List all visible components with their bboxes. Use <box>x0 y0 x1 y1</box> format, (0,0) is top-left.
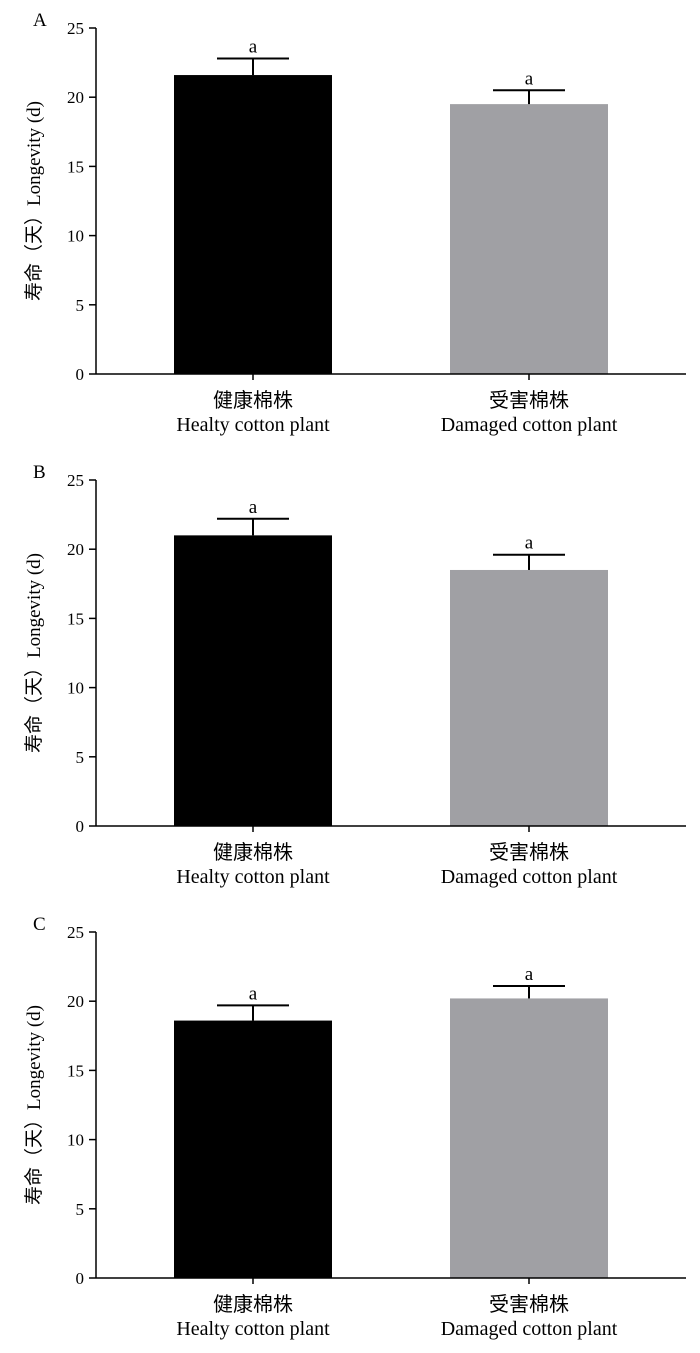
bar <box>450 998 608 1278</box>
x-tick-label: 受害棉株 Damaged cotton plant <box>441 389 618 436</box>
significance-label: a <box>525 533 534 554</box>
x-tick-label: 健康棉株 Healty cotton plant <box>176 841 330 888</box>
y-tick-label: 15 <box>67 157 84 176</box>
y-tick-label: 0 <box>76 365 85 384</box>
bar <box>174 535 332 826</box>
y-tick-label: 10 <box>67 1131 84 1150</box>
bar <box>450 569 608 826</box>
y-axis-label: 寿命（天）Longevity (d) <box>23 553 45 753</box>
y-tick-label: 20 <box>67 540 84 559</box>
y-tick-label: 0 <box>76 817 85 836</box>
x-tick-label: 受害棉株 Damaged cotton plant <box>441 841 618 888</box>
x-tick-label: 健康棉株 Healty cotton plant <box>176 389 330 436</box>
y-tick-label: 5 <box>76 1200 85 1219</box>
significance-label: a <box>525 964 534 985</box>
y-tick-label: 0 <box>76 1269 85 1288</box>
y-tick-label: 5 <box>76 296 85 315</box>
x-tick-label: 受害棉株 Damaged cotton plant <box>441 1293 618 1340</box>
y-tick-label: 20 <box>67 88 84 107</box>
y-axis-label: 寿命（天）Longevity (d) <box>23 101 45 301</box>
y-tick-label: 25 <box>67 923 84 942</box>
significance-label: a <box>249 497 258 518</box>
y-tick-label: 15 <box>67 609 84 628</box>
chart-panel-b: B 寿命（天）Longevity (d) a 健康棉株 Healty cotton pl… <box>23 462 686 888</box>
panel-letter: B <box>33 462 46 483</box>
significance-label: a <box>249 983 258 1004</box>
y-tick-label: 25 <box>67 19 84 38</box>
y-tick-label: 20 <box>67 992 84 1011</box>
panel-letter: A <box>33 10 47 31</box>
y-tick-label: 25 <box>67 471 84 490</box>
bar <box>174 75 332 374</box>
x-tick-label: 健康棉株 Healty cotton plant <box>176 1293 330 1340</box>
chart-panel-c: C 寿命（天）Longevity (d) a 健康棉株 Healty cotton pl… <box>23 914 686 1340</box>
chart-panel-a: A 寿命（天）Longevity (d) a 健康棉株 Healty cotton pl… <box>23 10 686 436</box>
y-tick-label: 15 <box>67 1061 84 1080</box>
y-axis-label: 寿命（天）Longevity (d) <box>23 1005 45 1205</box>
y-tick-label: 10 <box>67 679 84 698</box>
significance-label: a <box>249 36 258 57</box>
bar <box>174 1020 332 1278</box>
bar <box>450 104 608 375</box>
y-tick-label: 10 <box>67 227 84 246</box>
significance-label: a <box>525 68 534 89</box>
panel-letter: C <box>33 914 46 935</box>
y-tick-label: 5 <box>76 748 85 767</box>
